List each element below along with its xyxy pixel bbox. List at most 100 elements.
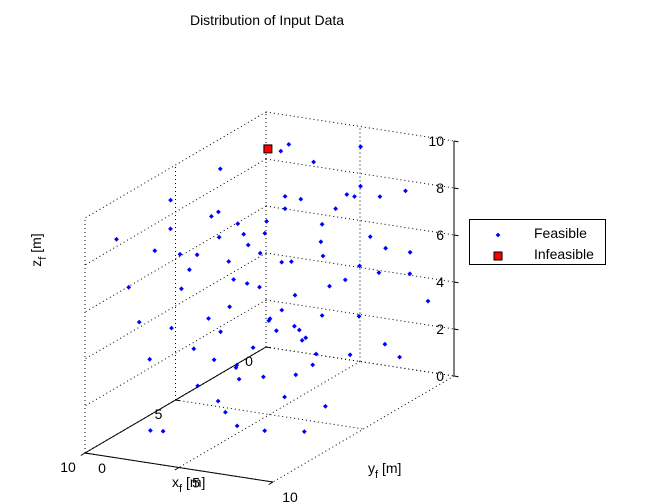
x-axis-label: xf [m] xyxy=(172,474,205,495)
data-point-feasible-57 xyxy=(191,346,197,352)
x-tick-10 xyxy=(84,452,90,455)
data-point-feasible-40 xyxy=(215,398,221,404)
data-point-feasible-47 xyxy=(347,352,353,358)
data-point-feasible-80 xyxy=(301,429,307,434)
data-point-feasible-45 xyxy=(310,362,316,368)
data-point-feasible-52 xyxy=(262,428,268,434)
data-point-feasible-18 xyxy=(136,319,142,325)
data-point-feasible-20 xyxy=(323,403,328,409)
data-point-feasible-77 xyxy=(217,166,223,172)
legend-marker-infeasible xyxy=(492,249,504,261)
data-point-feasible-64 xyxy=(282,206,288,212)
data-point-feasible-39 xyxy=(289,259,294,264)
data-point-feasible-6 xyxy=(311,159,316,165)
data-point-feasible-43 xyxy=(286,142,292,147)
x-tick-label-5: 5 xyxy=(155,406,163,422)
y-tick-10 xyxy=(268,481,274,485)
data-point-feasible-48 xyxy=(194,252,200,258)
data-point-feasible-41 xyxy=(342,277,348,283)
grid-wall-x-z-6 xyxy=(265,205,455,236)
data-point-feasible-68 xyxy=(114,236,119,242)
y-axis-label-symbol: y xyxy=(368,460,375,476)
x-tick-5 xyxy=(175,399,180,402)
grid-floor-y-10 xyxy=(272,375,455,483)
data-point-feasible-35 xyxy=(397,354,402,360)
z-axis-label-symbol: z xyxy=(28,260,44,267)
z-tick-10 xyxy=(453,140,459,143)
grid-wall-y-z-8 xyxy=(84,158,267,266)
grid-wall-y-z-10 xyxy=(84,111,267,219)
data-point-feasible-32 xyxy=(168,226,173,232)
data-point-feasible-82 xyxy=(241,231,247,237)
y-axis-label-subscript: f xyxy=(375,469,379,481)
data-point-feasible-13 xyxy=(425,298,431,304)
data-point-feasible-78 xyxy=(211,357,217,363)
data-point-feasible-79 xyxy=(279,307,285,313)
data-point-feasible-8 xyxy=(223,409,228,415)
data-point-feasible-75 xyxy=(319,221,325,227)
data-point-feasible-50 xyxy=(292,292,298,298)
z-tick-6 xyxy=(453,234,459,237)
z-axis-label: zf [m] xyxy=(28,233,49,266)
x-axis-label-symbol: x xyxy=(172,474,179,490)
data-point-feasible-11 xyxy=(250,345,256,350)
z-axis-label-unit: [m] xyxy=(28,233,44,256)
x-tick-label-0: 0 xyxy=(245,353,253,369)
z-tick-4 xyxy=(453,281,459,284)
x-tick-label-10: 10 xyxy=(60,459,76,475)
data-point-feasible-15 xyxy=(235,221,241,227)
data-point-feasible-4 xyxy=(327,283,332,289)
data-point-feasible-54 xyxy=(218,329,223,335)
z-tick-label-6: 6 xyxy=(436,227,444,243)
data-point-feasible-14 xyxy=(282,394,287,400)
data-point-feasible-21 xyxy=(358,183,363,189)
data-point-feasible-55 xyxy=(344,192,350,197)
data-point-feasible-25 xyxy=(278,148,284,154)
z-tick-0 xyxy=(453,375,459,378)
axes xyxy=(80,140,459,485)
data-point-feasible-53 xyxy=(358,144,363,150)
data-point-feasible-87 xyxy=(274,328,279,334)
data-points xyxy=(114,142,431,434)
data-point-feasible-12 xyxy=(187,267,192,273)
grid-wall-y-z-4 xyxy=(84,252,267,360)
data-point-feasible-67 xyxy=(319,313,325,318)
data-point-feasible-7 xyxy=(357,263,362,269)
data-point-feasible-84 xyxy=(226,259,232,264)
data-point-feasible-63 xyxy=(333,206,338,212)
data-point-feasible-16 xyxy=(257,250,263,256)
x-axis-label-unit: [m] xyxy=(182,474,205,490)
data-point-feasible-26 xyxy=(234,423,240,429)
data-point-feasible-73 xyxy=(403,188,408,194)
data-point-feasible-81 xyxy=(282,194,288,199)
data-point-feasible-31 xyxy=(206,316,211,321)
grid-wall-y-z-2 xyxy=(84,299,267,407)
data-point-feasible-46 xyxy=(169,325,174,331)
legend-marker-feasible xyxy=(492,228,504,240)
z-tick-label-10: 10 xyxy=(428,133,444,149)
data-point-feasible-49 xyxy=(262,230,268,236)
data-point-feasible-66 xyxy=(195,383,201,389)
grid-lines xyxy=(84,111,455,483)
legend-item-feasible: Feasible xyxy=(470,224,605,242)
data-point-feasible-34 xyxy=(244,281,250,286)
data-point-feasible-33 xyxy=(382,341,388,347)
data-point-feasible-69 xyxy=(313,351,319,357)
grid-wall-y-z-6 xyxy=(84,205,267,313)
data-point-feasible-70 xyxy=(245,242,251,248)
y-tick-label-10: 10 xyxy=(282,489,298,504)
data-point-feasible-1 xyxy=(320,253,326,259)
z-axis-label-subscript: f xyxy=(37,256,49,260)
data-point-feasible-24 xyxy=(303,335,309,341)
data-point-feasible-85 xyxy=(376,270,382,276)
grid-floor-y-5 xyxy=(178,361,361,468)
data-point-feasible-9 xyxy=(383,245,388,251)
data-point-feasible-10 xyxy=(168,197,173,203)
data-point-feasible-22 xyxy=(126,284,132,290)
y-tick-0 xyxy=(80,452,86,456)
x-tick-0 xyxy=(265,346,271,349)
data-point-feasible-30 xyxy=(279,259,285,265)
data-point-feasible-60 xyxy=(177,251,183,257)
tick-labels: 0 5 10 0 5 10 0 2 4 6 8 10 xyxy=(60,133,444,504)
